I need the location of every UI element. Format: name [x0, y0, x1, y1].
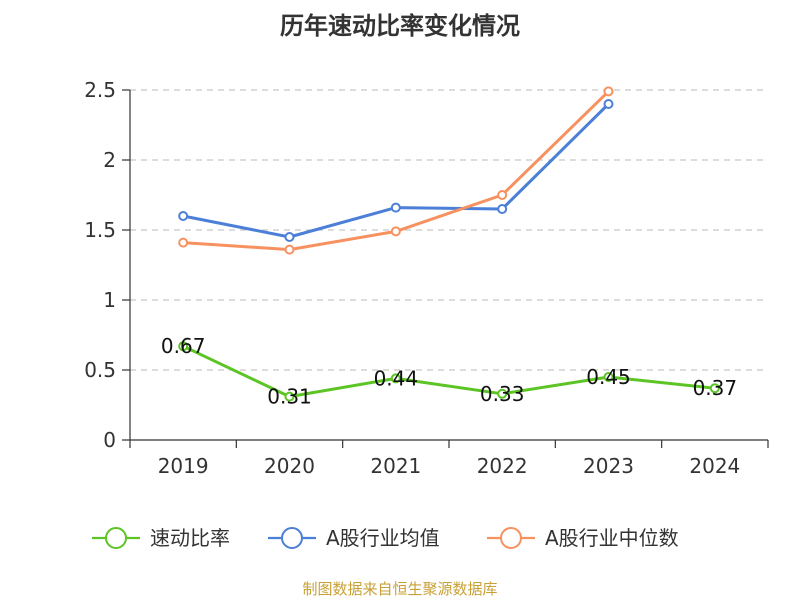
series-line-1 [182, 102, 610, 239]
data-point[interactable] [390, 202, 401, 213]
x-tick-label: 2023 [583, 454, 634, 478]
chart-title: 历年速动比率变化情况 [280, 12, 520, 40]
data-point[interactable] [709, 383, 720, 394]
y-tick-label: 2 [103, 148, 116, 172]
y-tick-label: 0.5 [84, 358, 116, 382]
data-point[interactable] [390, 373, 401, 384]
y-tick-label: 1 [103, 288, 116, 312]
y-tick-label: 1.5 [84, 218, 116, 242]
series-line-2 [183, 90, 610, 252]
x-tick-label: 2024 [689, 454, 740, 478]
series-line-0 [182, 344, 715, 399]
legend-item-1[interactable]: A股行业均值 [268, 526, 440, 550]
axes: 0 0.5 1 1.5 2 2.5 2019 2020 2021 2022 2023 2024 [84, 78, 769, 478]
y-tick-label: 0 [103, 428, 116, 452]
legend-label: A股行业均值 [326, 526, 440, 550]
data-point[interactable] [284, 391, 295, 402]
series-layer [178, 86, 720, 402]
legend-label: 速动比率 [150, 526, 230, 550]
legend-item-2[interactable]: A股行业中位数 [487, 526, 679, 550]
data-point[interactable] [178, 237, 189, 248]
data-point[interactable] [497, 190, 508, 200]
data-point[interactable] [603, 86, 614, 97]
data-label: 0.33 [480, 382, 525, 406]
x-tick-label: 2021 [370, 454, 421, 478]
data-point[interactable] [284, 232, 295, 242]
legend-item-0[interactable]: 速动比率 [92, 526, 230, 550]
legend-marker [500, 527, 522, 549]
legend-marker [105, 527, 127, 549]
legend-label: A股行业中位数 [545, 526, 679, 550]
data-point[interactable] [178, 211, 189, 221]
x-tick-label: 2022 [477, 454, 528, 478]
data-label: 0.31 [267, 385, 312, 409]
data-point[interactable] [497, 204, 508, 214]
data-point[interactable] [284, 244, 295, 255]
x-tick-label: 2020 [264, 454, 315, 478]
grid-lines [130, 89, 768, 371]
data-label: 0.37 [693, 376, 738, 400]
legend[interactable]: 速动比率 A股行业均值 A股行业中位数 [92, 526, 679, 550]
data-point[interactable] [390, 226, 401, 237]
legend-marker [281, 527, 303, 549]
data-point[interactable] [603, 372, 614, 382]
y-tick-label: 2.5 [84, 78, 116, 102]
data-source-note: 制图数据来自恒生聚源数据库 [302, 580, 497, 598]
data-labels: 0.67 0.31 0.44 0.33 0.45 0.37 [161, 334, 737, 408]
data-point[interactable] [603, 99, 614, 109]
data-point[interactable] [178, 341, 189, 352]
data-label: 0.67 [161, 334, 206, 358]
data-label: 0.44 [374, 366, 419, 390]
data-label: 0.45 [586, 365, 631, 389]
data-point[interactable] [497, 388, 508, 399]
x-tick-label: 2019 [158, 454, 209, 478]
